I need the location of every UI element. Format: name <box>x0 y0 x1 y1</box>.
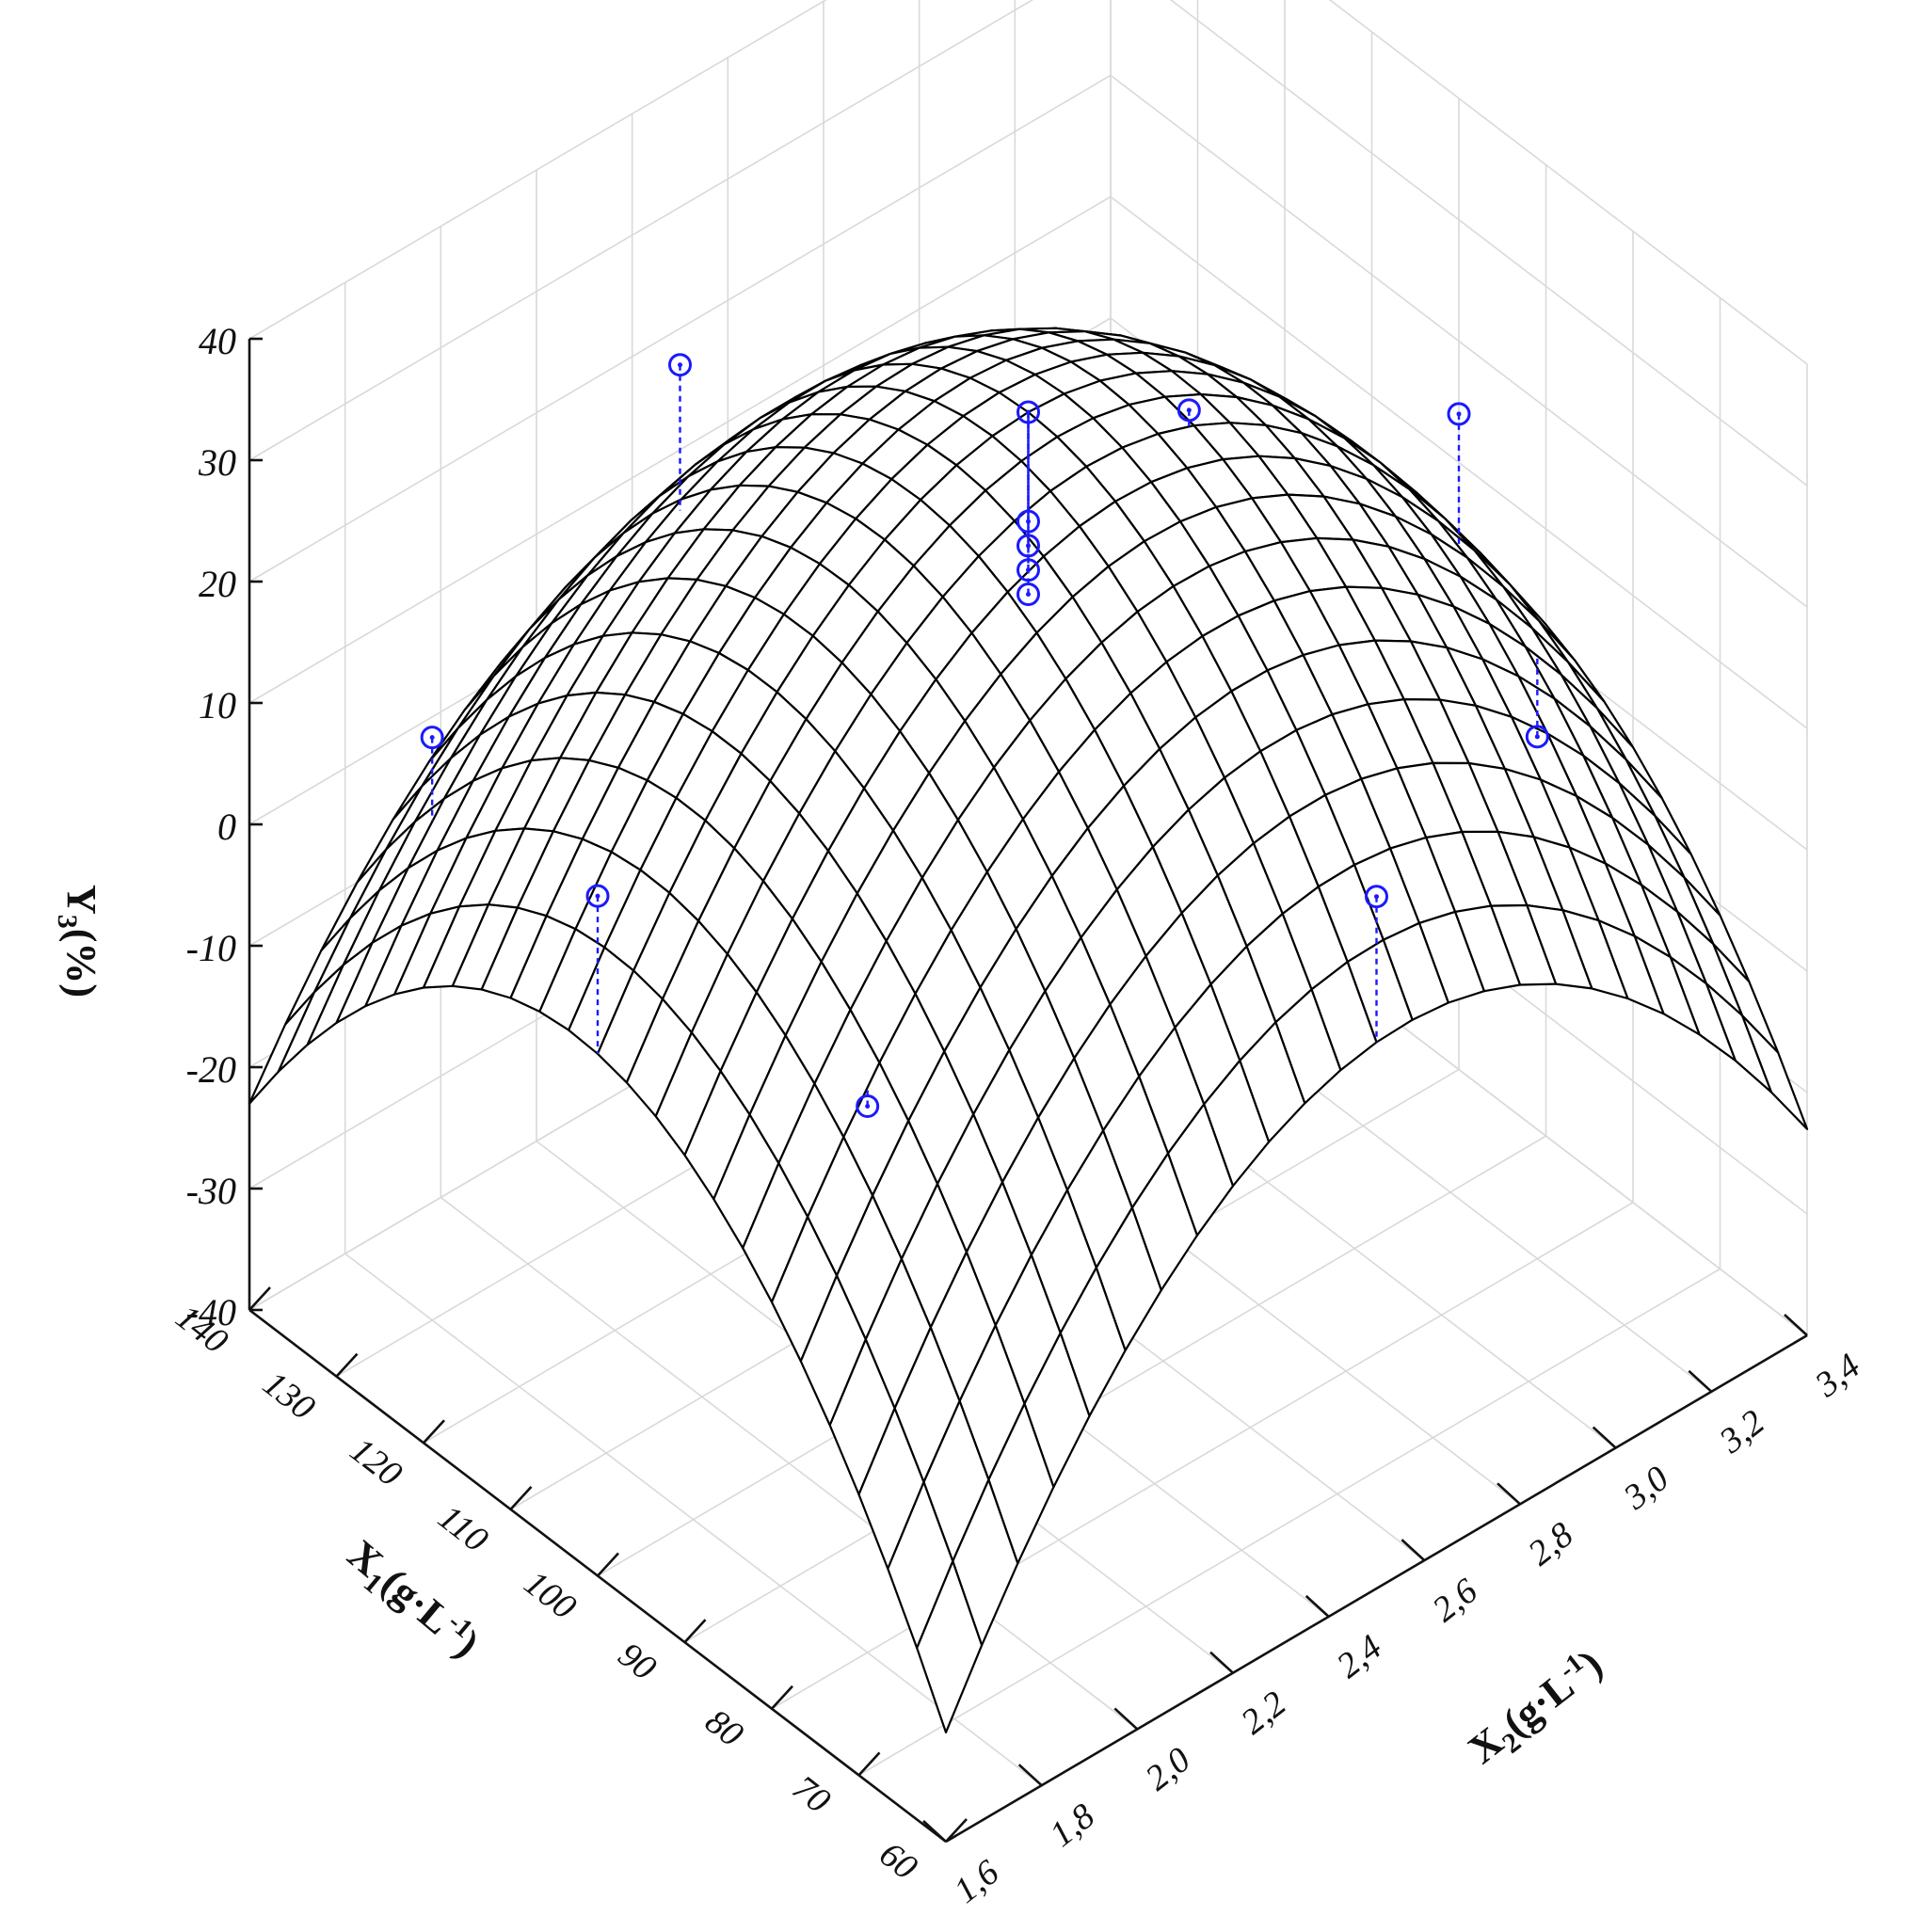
data-point <box>668 353 692 377</box>
floor-grid-line <box>858 1268 1721 1777</box>
x2-tick-mark <box>922 1820 947 1843</box>
x1-tick-mark <box>771 1685 793 1710</box>
x2-tick-mark <box>1784 1314 1808 1336</box>
y-tick-label: -20 <box>186 1048 236 1091</box>
x1-tick-mark <box>423 1419 445 1445</box>
data-point <box>1177 398 1201 423</box>
y-axis-title: Y3(%) <box>52 885 104 998</box>
side-wall-grid-line <box>1110 74 1808 608</box>
observed-points <box>420 353 1549 1118</box>
y-tick-label: -30 <box>186 1170 236 1212</box>
data-point <box>1017 583 1040 606</box>
surface-cell <box>916 1559 984 1734</box>
y-tick-label: 20 <box>199 563 236 605</box>
x2-tick-mark <box>1497 1482 1521 1506</box>
data-point-center <box>1534 734 1540 740</box>
y-tick-label: 30 <box>198 441 236 484</box>
data-point-center <box>1456 411 1462 417</box>
x2-tick-mark <box>1401 1539 1426 1562</box>
data-point-center <box>595 893 600 899</box>
x2-tick-mark <box>1688 1369 1713 1393</box>
x1-tick-mark <box>857 1751 881 1777</box>
back-wall-grid-line <box>248 0 827 340</box>
x1-tick-mark <box>335 1352 359 1378</box>
data-point <box>1365 885 1388 909</box>
data-point <box>420 726 444 750</box>
back-wall-grid-line <box>248 0 1034 461</box>
y-tick-label: -40 <box>186 1291 236 1333</box>
data-point-center <box>1026 592 1031 597</box>
x1-tick-mark <box>509 1485 533 1510</box>
y-tick-label: 10 <box>199 684 236 726</box>
data-point-center <box>678 362 682 368</box>
x2-tick-mark <box>1592 1426 1617 1449</box>
y-tick-label: 0 <box>217 806 236 848</box>
x1-tick-mark <box>248 1286 271 1311</box>
x2-tick-mark <box>1305 1594 1330 1618</box>
x2-tick-mark <box>1209 1651 1234 1674</box>
floor-grid-line <box>684 1135 1546 1643</box>
x2-axis-line <box>945 1333 1808 1844</box>
data-point <box>1525 725 1549 749</box>
x1-tick-mark <box>683 1619 707 1644</box>
side-wall-grid-line <box>1110 196 1808 729</box>
x1-tick-mark <box>597 1552 619 1577</box>
data-point <box>585 884 610 908</box>
floor-grid-line <box>440 1196 1138 1731</box>
side-wall-grid-line <box>1328 0 1808 365</box>
data-point <box>856 1094 880 1118</box>
x2-tick-mark <box>1017 1764 1043 1787</box>
side-wall-grid-line <box>1169 0 1808 487</box>
y-tick-label: -10 <box>186 927 236 969</box>
y-tick-label: 40 <box>199 320 236 362</box>
x1-tick-mark <box>945 1818 968 1843</box>
back-wall-grid-line <box>248 74 1112 583</box>
data-point-center <box>865 1103 871 1109</box>
data-point <box>1447 402 1471 426</box>
data-point-center <box>1374 894 1379 900</box>
data-point-center <box>429 735 435 741</box>
x2-tick-mark <box>1113 1707 1139 1731</box>
floor-grid-line <box>344 1253 1043 1786</box>
response-surface-mesh <box>248 327 1809 1734</box>
data-point-center <box>1186 407 1192 413</box>
